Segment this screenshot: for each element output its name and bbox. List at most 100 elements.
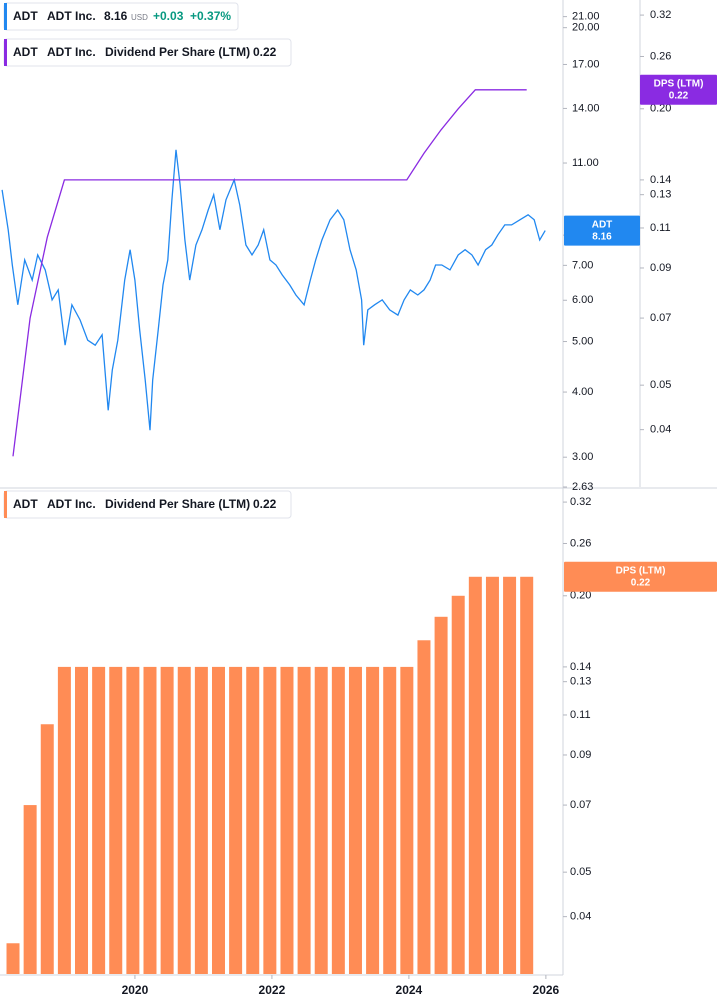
plot-area: 21.0020.0017.0014.0011.008.007.006.005.0…: [1, 9, 671, 997]
x-tick-label: 2020: [122, 983, 149, 997]
y-tick-label: 0.09: [650, 262, 671, 274]
legend-swatch: [4, 491, 7, 518]
y-tick-label: 0.05: [650, 379, 671, 391]
bar: [194, 666, 208, 974]
legend-swatch: [4, 39, 7, 66]
y-tick-label: 14.00: [572, 102, 600, 114]
bar: [297, 666, 311, 974]
bar: [434, 616, 448, 974]
y-tick-label: 17.00: [572, 58, 600, 70]
bar: [417, 640, 431, 974]
bar: [348, 666, 362, 974]
bar: [280, 666, 294, 974]
bar: [314, 666, 328, 974]
legend-ticker: ADT: [13, 45, 38, 59]
y-tick-label: 7.00: [572, 259, 593, 271]
bar: [383, 666, 397, 974]
legend-price: ADT ADT Inc. 8.16 USD +0.03 +0.37%: [3, 2, 239, 31]
y-tick-label: 0.26: [570, 537, 591, 549]
y-tick-label: 0.09: [570, 749, 591, 761]
bar: [400, 666, 414, 974]
y-tick-label: 0.13: [650, 189, 671, 201]
y-tick-label: 21.00: [572, 11, 600, 23]
legend-ticker: ADT: [13, 497, 38, 511]
bar: [6, 943, 20, 974]
y-tick-label: 0.04: [570, 911, 591, 923]
bar: [109, 666, 123, 974]
bar: [503, 576, 517, 974]
x-tick-label: 2024: [396, 983, 423, 997]
legend-company: ADT Inc.: [47, 497, 96, 511]
bar: [23, 805, 37, 974]
bar: [57, 666, 71, 974]
x-tick-label: 2022: [259, 983, 286, 997]
y-tick-label: 0.32: [570, 496, 591, 508]
legend-bars: ADT ADT Inc. Dividend Per Share (LTM) 0.…: [3, 490, 292, 519]
bar: [468, 576, 482, 974]
series-line: [12, 89, 527, 457]
bar: [211, 666, 225, 974]
legend-metric: Dividend Per Share (LTM): [105, 497, 250, 511]
y-tick-label: 0.11: [570, 709, 591, 721]
y-tick-label: 0.26: [650, 50, 671, 62]
x-tick-label: 2026: [533, 983, 560, 997]
last-value: 0.22: [669, 90, 689, 101]
bar: [366, 666, 380, 974]
legend-ticker: ADT: [13, 9, 38, 23]
last-value-box: [564, 561, 717, 592]
bar: [143, 666, 157, 974]
last-value-name: DPS (LTM): [616, 565, 666, 576]
y-tick-label: 0.13: [570, 676, 591, 688]
legend-value: 8.16: [104, 9, 128, 23]
bar: [331, 666, 345, 974]
y-tick-label: 0.14: [650, 174, 671, 186]
bar: [263, 666, 277, 974]
bar: [451, 595, 465, 974]
last-value: 0.22: [631, 577, 651, 588]
last-value-name: DPS (LTM): [654, 78, 704, 89]
last-value-box: [564, 215, 640, 246]
legend-dps: ADT ADT Inc. Dividend Per Share (LTM) 0.…: [3, 38, 292, 67]
legend-value: 0.22: [253, 45, 277, 59]
y-tick-label: 0.05: [570, 866, 591, 878]
y-tick-label: 5.00: [572, 335, 593, 347]
y-tick-label: 0.07: [570, 799, 591, 811]
bar: [40, 724, 54, 974]
y-tick-label: 0.07: [650, 312, 671, 324]
last-value: 8.16: [592, 231, 612, 242]
y-tick-label: 0.32: [650, 9, 671, 21]
legend-change: +0.03: [153, 9, 184, 23]
y-tick-label: 0.11: [650, 222, 671, 234]
legend-metric: Dividend Per Share (LTM): [105, 45, 250, 59]
bar: [485, 576, 499, 974]
y-tick-label: 0.14: [570, 661, 591, 673]
bar: [92, 666, 106, 974]
y-tick-label: 4.00: [572, 386, 593, 398]
y-tick-label: 2.63: [572, 481, 593, 493]
y-tick-label: 0.20: [570, 590, 591, 602]
bar: [75, 666, 89, 974]
series-line: [1, 149, 546, 431]
bar: [126, 666, 140, 974]
overlay: ADT ADT Inc. 8.16 USD +0.03 +0.37% ADT A…: [3, 2, 717, 592]
bar: [246, 666, 260, 974]
legend-company: ADT Inc.: [47, 45, 96, 59]
bar: [520, 576, 534, 974]
bar: [229, 666, 243, 974]
bar: [160, 666, 174, 974]
legend-value: 0.22: [253, 497, 277, 511]
legend-change-percent: +0.37%: [190, 9, 231, 23]
legend-company: ADT Inc.: [47, 9, 96, 23]
y-tick-label: 6.00: [572, 294, 593, 306]
y-tick-label: 0.20: [650, 103, 671, 115]
y-tick-label: 3.00: [572, 451, 593, 463]
last-value-name: ADT: [592, 219, 613, 230]
legend-currency: USD: [131, 13, 148, 22]
y-tick-label: 11.00: [572, 157, 599, 169]
last-value-box: [640, 74, 717, 105]
y-tick-label: 0.04: [650, 424, 671, 436]
y-tick-label: 20.00: [572, 22, 600, 34]
bar: [177, 666, 191, 974]
legend-swatch: [4, 3, 7, 30]
